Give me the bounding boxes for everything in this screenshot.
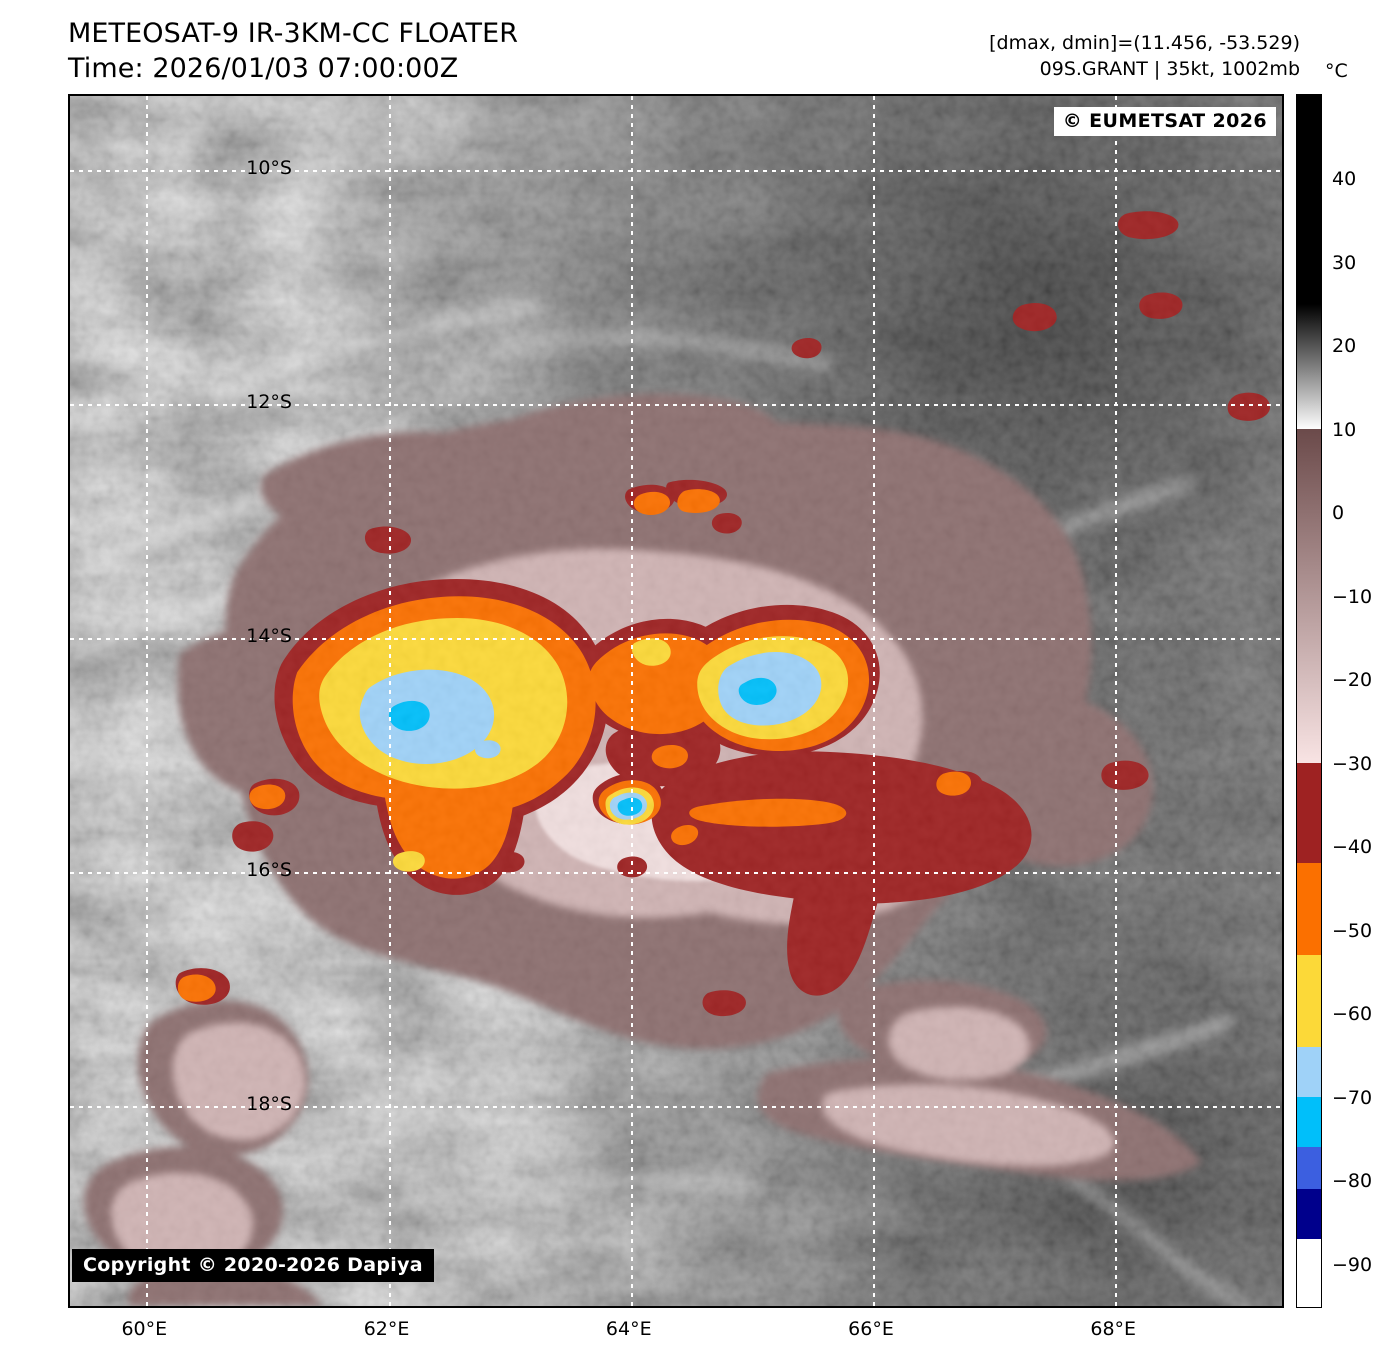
colorbar-tick-3: 10 [1332,418,1357,441]
ytick-label-4: 18°S [246,1093,292,1116]
colorbar-segment-3 [1297,763,1321,864]
colorbar-tick-9: −50 [1332,919,1373,942]
ytick-label-2: 14°S [246,625,292,648]
colorbar-segment-5 [1297,955,1321,1048]
colorbar-segment-8 [1297,1147,1321,1190]
colorbar-segment-2 [1297,429,1321,764]
colorbar-segment-1 [1297,303,1321,430]
ytick-label-1: 12°S [246,390,292,413]
xtick-label-4: 68°E [1090,1318,1137,1340]
colorbar-tick-12: −80 [1332,1170,1373,1193]
dmax-dmin-label: [dmax, dmin]=(11.456, -53.529) [989,32,1300,54]
colorbar-tick-5: −10 [1332,585,1373,608]
satellite-image-plot[interactable]: © EUMETSAT 2026 Copyright © 2020-2026 Da… [68,94,1284,1308]
colorbar-unit-label: °C [1325,60,1348,82]
colorbar-tick-0: 40 [1332,168,1357,191]
colorbar-tick-10: −60 [1332,1003,1373,1026]
xtick-label-3: 66°E [848,1318,894,1340]
eumetsat-copyright-badge: © EUMETSAT 2026 [1053,107,1276,136]
colorbar-tick-1: 30 [1332,251,1357,274]
title-block: METEOSAT-9 IR-3KM-CC FLOATER Time: 2026/… [68,16,518,86]
colorbar-tick-7: −30 [1332,752,1373,775]
colorbar-tick-2: 20 [1332,335,1357,358]
colorbar-tick-6: −20 [1332,669,1373,692]
colorbar-segment-10 [1297,1238,1321,1307]
colorbar-segment-4 [1297,863,1321,956]
colorbar-tick-13: −90 [1332,1253,1373,1276]
colorbar-tick-8: −40 [1332,836,1373,859]
ytick-label-0: 10°S [246,156,292,179]
xtick-label-2: 64°E [605,1318,652,1340]
page-title: METEOSAT-9 IR-3KM-CC FLOATER [68,18,519,49]
ytick-label-3: 16°S [246,859,292,882]
timestamp-label: Time: 2026/01/03 07:00:00Z [68,53,459,85]
xtick-label-1: 62°E [363,1318,410,1340]
colorbar-tick-11: −70 [1332,1086,1373,1109]
colorbar-segment-0 [1297,95,1321,305]
temperature-colorbar[interactable] [1296,94,1322,1308]
colorbar-segment-7 [1297,1097,1321,1148]
colorbar-segment-9 [1297,1188,1321,1240]
metadata-block: [dmax, dmin]=(11.456, -53.529) 09S.GRANT… [989,30,1300,82]
satellite-ir-imagery [70,96,1282,1306]
colorbar-tick-4: 0 [1332,502,1345,525]
colorbar-segment-6 [1297,1046,1321,1098]
dapiya-copyright-badge: Copyright © 2020-2026 Dapiya [72,1249,434,1282]
xtick-label-0: 60°E [121,1318,168,1340]
storm-info-label: 09S.GRANT | 35kt, 1002mb [1039,58,1300,81]
